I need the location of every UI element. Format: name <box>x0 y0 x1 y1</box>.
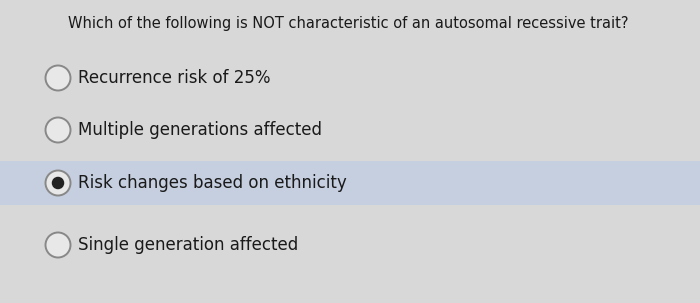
Text: Risk changes based on ethnicity: Risk changes based on ethnicity <box>78 174 347 192</box>
Ellipse shape <box>46 65 71 91</box>
Text: Which of the following is NOT characteristic of an autosomal recessive trait?: Which of the following is NOT characteri… <box>68 16 629 31</box>
Text: Multiple generations affected: Multiple generations affected <box>78 121 323 139</box>
Text: Recurrence risk of 25%: Recurrence risk of 25% <box>78 69 271 87</box>
Ellipse shape <box>46 118 71 142</box>
Text: Single generation affected: Single generation affected <box>78 236 299 254</box>
Ellipse shape <box>46 232 71 258</box>
Bar <box>0 161 700 205</box>
Ellipse shape <box>52 177 64 189</box>
Ellipse shape <box>46 171 71 195</box>
